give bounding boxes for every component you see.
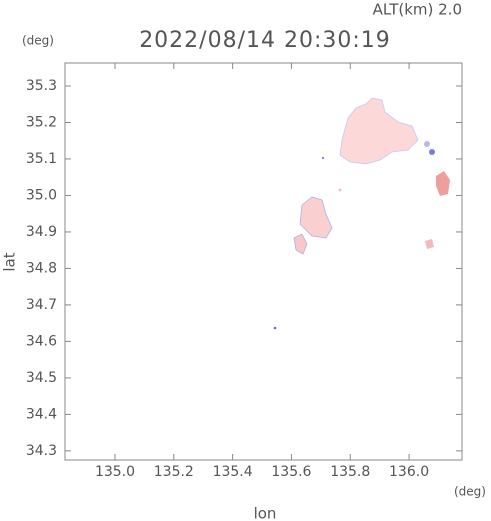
y-tick-label: 35.0 — [26, 187, 57, 203]
x-tick-label: 135.6 — [271, 464, 311, 480]
x-unit: (deg) — [454, 485, 486, 499]
y-unit: (deg) — [22, 34, 54, 48]
y-tick-label: 35.2 — [26, 114, 57, 130]
annotation: ALT(km) 2.0 — [373, 1, 462, 19]
x-tick-label: 135.2 — [154, 464, 194, 480]
y-axis-label: lat — [1, 252, 19, 271]
x-axis-label: lon — [254, 505, 277, 521]
plot-frame — [64, 62, 463, 461]
x-tick-label: 135.8 — [330, 464, 370, 480]
y-tick-label: 34.4 — [26, 406, 57, 422]
y-tick-label: 34.9 — [26, 224, 57, 240]
x-tick-label: 136.0 — [389, 464, 429, 480]
y-tick-label: 34.5 — [26, 370, 57, 386]
chart-title: 2022/08/14 20:30:19 — [139, 28, 391, 53]
x-tick-label: 135.0 — [95, 464, 135, 480]
y-tick-label: 34.3 — [26, 443, 57, 459]
x-tick-label: 135.4 — [213, 464, 253, 480]
y-tick-label: 35.3 — [26, 78, 57, 94]
y-tick-label: 35.1 — [26, 151, 57, 167]
radar-echoes — [273, 97, 450, 330]
y-tick-label: 34.7 — [26, 297, 57, 313]
y-tick-label: 34.6 — [26, 333, 57, 349]
y-tick-label: 34.8 — [26, 260, 57, 276]
